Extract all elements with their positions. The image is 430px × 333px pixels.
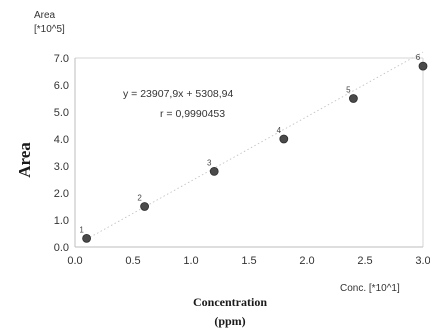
data-point <box>140 202 150 211</box>
data-point-label: 2 <box>137 194 142 203</box>
data-point-label: 1 <box>79 225 84 234</box>
y-tick-label: 7.0 <box>54 53 69 65</box>
x-axis-subtitle: (ppm) <box>214 314 245 328</box>
data-point-label: 3 <box>207 158 212 167</box>
y-tick-labels: 0.0 1.0 2.0 3.0 4.0 5.0 6.0 7.0 <box>54 53 69 254</box>
x-axis-title: Concentration <box>193 295 267 309</box>
x-tick-label: 2.0 <box>299 255 314 267</box>
data-point-label: 5 <box>346 86 351 95</box>
data-point <box>82 233 91 243</box>
data-point <box>418 61 428 71</box>
data-point-labels: 1 2 3 4 5 6 <box>79 53 420 234</box>
y-tick-label: 3.0 <box>54 161 69 173</box>
data-point-label: 6 <box>416 53 421 62</box>
data-points <box>82 61 428 243</box>
y-tick-label: 6.0 <box>54 80 69 92</box>
y-tick-label: 1.0 <box>54 215 69 227</box>
x-tick-label: 0.5 <box>125 255 140 267</box>
correlation-coefficient: r = 0,9990453 <box>160 108 225 120</box>
y-unit-title: Area <box>34 10 56 21</box>
y-tick-label: 4.0 <box>54 134 69 146</box>
x-tick-labels: 0.0 0.5 1.0 1.5 2.0 2.5 3.0 <box>67 255 430 267</box>
x-tick-label: 1.0 <box>183 255 198 267</box>
data-point <box>209 166 219 176</box>
y-tick-label: 5.0 <box>54 107 69 119</box>
y-tick-label: 0.0 <box>54 242 69 254</box>
x-tick-label: 2.5 <box>357 255 372 267</box>
y-tick-label: 2.0 <box>54 188 69 200</box>
data-point-label: 4 <box>277 126 282 135</box>
regression-equation: y = 23907,9x + 5308,94 <box>123 88 234 100</box>
x-unit-label: Conc. [*10^1] <box>340 283 400 294</box>
data-point <box>279 134 289 144</box>
x-tick-label: 3.0 <box>415 255 430 267</box>
x-tick-label: 0.0 <box>67 255 82 267</box>
x-tick-label: 1.5 <box>241 255 256 267</box>
data-point <box>348 94 358 103</box>
y-axis-title: Area <box>15 142 34 178</box>
y-unit-scale: [*10^5] <box>34 24 65 35</box>
